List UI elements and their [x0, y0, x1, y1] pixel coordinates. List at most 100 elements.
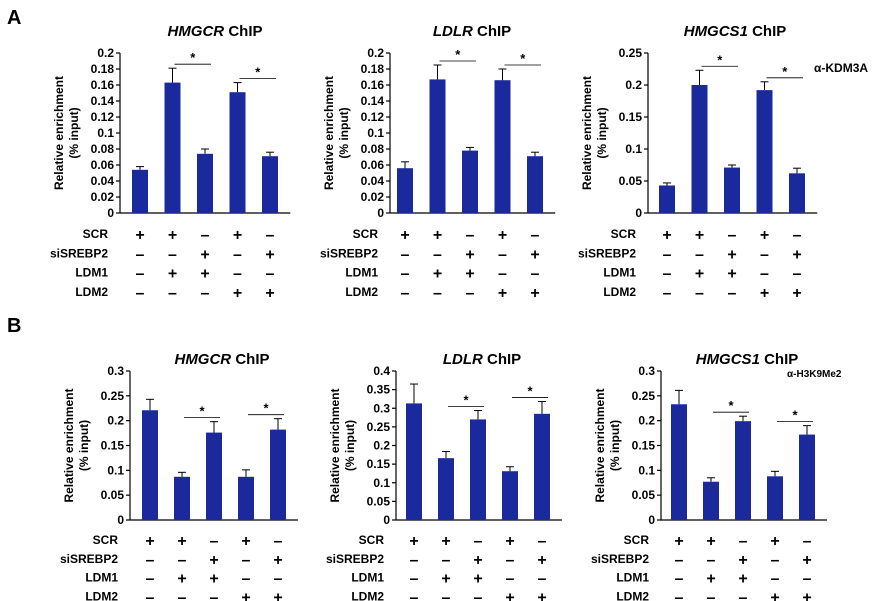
condition-symbol: + [200, 246, 209, 263]
condition-row-label: LDM2 [603, 285, 636, 299]
significance-star: * [792, 408, 798, 423]
chart-title-suffix: ChIP [224, 23, 262, 40]
condition-symbol: + [400, 227, 409, 244]
condition-row-label: LDM2 [351, 589, 384, 601]
y-tick-label: 0.14 [361, 94, 385, 108]
condition-symbol: – [760, 246, 769, 263]
chart-title-gene: HMGCR [174, 351, 231, 368]
condition-symbol: + [135, 227, 144, 244]
condition-symbol: – [707, 589, 716, 601]
y-tick-label: 0.1 [638, 463, 655, 477]
condition-row-label: siSREBP2 [60, 552, 118, 566]
bar-5 [534, 413, 550, 520]
chart-title: HMGCR ChIP [174, 351, 269, 368]
significance-star: * [263, 401, 269, 416]
bar-1 [132, 169, 148, 213]
panel-letter-a: A [7, 7, 21, 29]
y-tick-label: 0.15 [619, 110, 643, 124]
condition-symbol: – [793, 266, 802, 283]
condition-symbol: – [210, 533, 219, 550]
condition-symbol: – [466, 285, 475, 302]
y-tick-label: 0.05 [619, 174, 643, 188]
condition-symbol: + [760, 285, 769, 302]
condition-symbol: + [145, 533, 154, 550]
bar-1 [142, 410, 158, 520]
condition-symbol: – [266, 266, 275, 283]
condition-symbol: – [201, 227, 210, 244]
y-tick-label: 0.2 [625, 78, 642, 92]
condition-row-label: siSREBP2 [591, 552, 649, 566]
y-axis-label: (% input) [77, 420, 91, 471]
condition-symbol: – [442, 552, 451, 569]
bar-2 [691, 85, 708, 213]
condition-symbol: – [433, 285, 442, 302]
condition-symbol: + [770, 589, 779, 601]
condition-symbol: – [474, 533, 483, 550]
y-tick-label: 0.12 [361, 110, 385, 124]
chart-2: LDLR ChIP Relative enrichment (% input) 0 0.… [320, 23, 556, 302]
y-axis-label: (% input) [595, 107, 609, 158]
condition-row-label: siSREBP2 [578, 246, 636, 260]
condition-symbol: + [200, 266, 209, 283]
bar-1 [659, 185, 675, 213]
condition-symbol: + [770, 533, 779, 550]
condition-symbol: – [146, 552, 155, 569]
significance-star: * [190, 50, 196, 65]
condition-row-label: LDM2 [75, 285, 108, 299]
y-tick-label: 0.2 [373, 439, 390, 453]
significance-star: * [728, 398, 734, 413]
condition-symbol: – [803, 533, 812, 550]
condition-symbol: – [242, 552, 251, 569]
y-tick-label: 0 [635, 206, 642, 220]
y-tick-label: 0.04 [361, 174, 385, 188]
chart-title-gene: HMGCS1 [696, 351, 760, 368]
bar-2 [174, 476, 190, 520]
bar-2 [429, 79, 446, 214]
condition-symbol: + [273, 552, 282, 569]
condition-symbol: – [803, 571, 812, 588]
condition-symbol: + [706, 571, 715, 588]
condition-symbol: + [273, 589, 282, 601]
condition-symbol: + [498, 227, 507, 244]
bar-5 [270, 429, 286, 520]
condition-symbol: – [146, 571, 155, 588]
chart-title-suffix: ChIP [748, 23, 786, 40]
condition-row-label: SCR [353, 227, 379, 241]
condition-symbol: + [177, 571, 186, 588]
y-tick-label: 0.2 [638, 414, 655, 428]
condition-symbol: + [465, 266, 474, 283]
y-tick-label: 0.3 [373, 401, 390, 415]
bar-4 [767, 476, 783, 520]
condition-symbol: + [738, 571, 747, 588]
condition-symbol: – [675, 589, 684, 601]
y-tick-label: 0.1 [107, 463, 124, 477]
condition-symbol: – [178, 589, 187, 601]
chart-1: HMGCR ChIP Relative enrichment (% input) 0 0… [50, 23, 291, 302]
condition-row-label: LDM2 [345, 285, 378, 299]
bar-3 [724, 167, 740, 213]
condition-symbol: + [433, 227, 442, 244]
condition-symbol: – [663, 266, 672, 283]
condition-row-label: siSREBP2 [320, 246, 378, 260]
condition-symbol: – [739, 589, 748, 601]
condition-symbol: + [537, 552, 546, 569]
condition-symbol: + [760, 227, 769, 244]
condition-symbol: – [168, 285, 177, 302]
y-tick-label: 0.02 [361, 190, 385, 204]
y-tick-label: 0 [383, 513, 390, 527]
condition-symbol: – [728, 227, 737, 244]
condition-symbol: – [474, 589, 483, 601]
y-tick-label: 0.18 [91, 62, 115, 76]
y-axis-label: Relative enrichment [328, 388, 342, 502]
condition-symbol: – [178, 552, 187, 569]
y-tick-label: 0.18 [361, 62, 385, 76]
bar-3 [197, 153, 213, 213]
y-tick-label: 0.05 [367, 494, 391, 508]
condition-symbol: – [233, 246, 242, 263]
condition-symbol: + [433, 266, 442, 283]
y-tick-label: 0.2 [367, 46, 384, 60]
significance-star: * [463, 392, 469, 407]
condition-row-label: LDM1 [345, 266, 378, 280]
condition-symbol: – [274, 533, 283, 550]
